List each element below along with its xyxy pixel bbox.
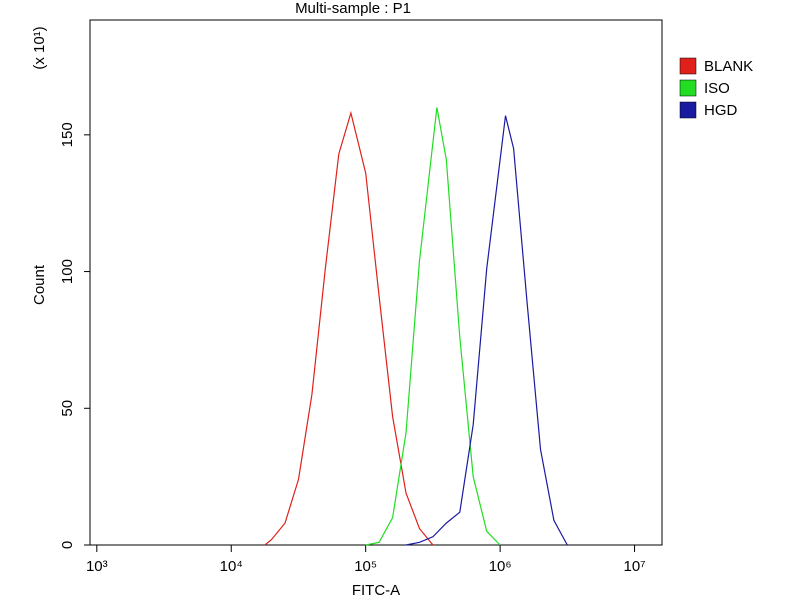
legend-label: ISO: [704, 80, 730, 97]
y-multiplier: (x 10¹): [31, 26, 48, 69]
x-tick-label: 10⁴: [220, 558, 243, 575]
histogram-line: [264, 110, 434, 546]
y-tick-label: 100: [59, 259, 76, 284]
y-tick-label: 0: [59, 541, 76, 549]
y-tick-label: 150: [59, 122, 76, 147]
x-tick-label: 10⁷: [623, 558, 645, 575]
legend-label: HGD: [704, 102, 738, 119]
x-tick-label: 10³: [86, 558, 108, 575]
legend-swatch: [679, 101, 697, 119]
y-tick-label: 50: [59, 400, 76, 417]
x-tick-label: 10⁵: [354, 558, 377, 575]
histogram-line: [405, 115, 568, 546]
legend-label: BLANK: [704, 58, 753, 75]
plot-frame: [89, 19, 663, 546]
legend-swatch: [679, 79, 697, 97]
y-axis-label: Count: [31, 264, 48, 305]
legend-swatch: [679, 57, 697, 75]
chart-title: Multi-sample : P1: [295, 0, 411, 17]
x-tick-label: 10⁶: [489, 558, 512, 575]
histogram-line: [365, 107, 501, 546]
x-axis-label: FITC-A: [352, 582, 400, 599]
